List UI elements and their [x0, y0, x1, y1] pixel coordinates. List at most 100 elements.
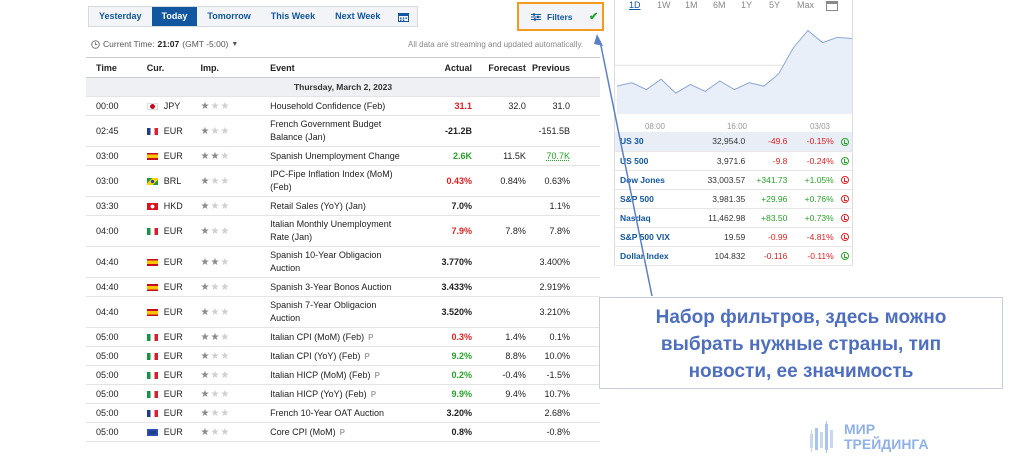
row-previous: 2.919%	[531, 277, 600, 297]
row-previous: 0.63%	[531, 165, 600, 197]
col-time[interactable]: Time	[86, 57, 137, 78]
row-previous: 3.400%	[531, 246, 600, 278]
table-row[interactable]: 03:30 HKD ★★★ Retail Sales (YoY) (Jan) 7…	[86, 196, 600, 216]
row-event[interactable]: Italian Monthly Unemployment Rate (Jan)	[260, 215, 415, 247]
row-event[interactable]: Spanish 3-Year Bonos Auction	[260, 277, 415, 297]
row-event[interactable]: Household Confidence (Feb)	[260, 96, 415, 116]
row-time: 05:00	[86, 422, 137, 442]
index-name[interactable]: Dollar Index	[614, 246, 697, 266]
index-name[interactable]: S&P 500 VIX	[614, 227, 697, 247]
index-value: 3,971.6	[696, 151, 750, 171]
index-change: +341.73	[749, 170, 792, 190]
row-event[interactable]: IPC-Fipe Inflation Index (MoM) (Feb)	[260, 165, 415, 197]
table-row[interactable]: 00:00 JPY ★★★ Household Confidence (Feb)…	[86, 96, 600, 116]
index-name[interactable]: Dow Jones	[614, 170, 697, 190]
row-forecast: -0.4%	[478, 365, 532, 385]
row-event[interactable]: Italian CPI (MoM) (Feb) P	[260, 327, 415, 347]
row-event[interactable]: French 10-Year OAT Auction	[260, 403, 415, 423]
index-row[interactable]: Nasdaq 11,462.98 +83.50 +0.73%	[614, 208, 853, 228]
table-row[interactable]: 05:00 EUR ★★★ Italian HICP (YoY) (Feb) P …	[86, 384, 600, 404]
star-icon: ★	[220, 426, 231, 438]
table-row[interactable]: 03:00 BRL ★★★ IPC-Fipe Inflation Index (…	[86, 165, 600, 197]
index-row[interactable]: US 30 32,954.0 -49.6 -0.15%	[614, 132, 853, 152]
index-change: +83.50	[749, 208, 792, 228]
col-previous[interactable]: Previous	[531, 57, 600, 78]
row-actual: 9.9%	[414, 384, 479, 404]
star-icon: ★	[210, 388, 221, 400]
star-icon: ★	[200, 388, 211, 400]
table-row[interactable]: 05:00 EUR ★★★ Italian CPI (MoM) (Feb) P 0…	[86, 327, 600, 347]
row-currency: EUR	[136, 346, 191, 366]
col-importance[interactable]: Imp.	[190, 57, 261, 78]
calendar-icon[interactable]	[390, 7, 417, 26]
row-event[interactable]: Spanish 7-Year Obligacion Auction	[260, 296, 415, 328]
tab-today[interactable]: Today	[151, 7, 198, 26]
index-name[interactable]: Nasdaq	[614, 208, 697, 228]
index-row[interactable]: Dollar Index 104.832 -0.116 -0.11%	[614, 246, 853, 266]
table-row[interactable]: 04:00 EUR ★★★ Italian Monthly Unemployme…	[86, 215, 600, 247]
row-time: 04:00	[86, 215, 137, 247]
tab-next-week[interactable]: Next Week	[335, 11, 381, 21]
row-previous: 1.1%	[531, 196, 600, 216]
index-row[interactable]: US 500 3,971.6 -9.8 -0.24%	[614, 151, 853, 171]
index-change-pct: +1.05%	[791, 170, 838, 190]
chevron-down-icon[interactable]: ▼	[231, 40, 239, 48]
market-clock-icon	[837, 170, 853, 190]
timezone[interactable]: (GMT -5:00)	[182, 39, 229, 49]
row-time: 03:00	[86, 146, 137, 166]
index-name[interactable]: US 30	[614, 132, 697, 152]
tab-tomorrow[interactable]: Tomorrow	[207, 11, 251, 21]
table-row[interactable]: 04:40 EUR ★★★ Spanish 10-Year Obligacion…	[86, 246, 600, 278]
range-6m[interactable]: 6M	[713, 0, 726, 10]
index-name[interactable]: US 500	[614, 151, 697, 171]
col-forecast[interactable]: Forecast	[478, 57, 532, 78]
table-row[interactable]: 02:45 EUR ★★★ French Government Budget B…	[86, 115, 600, 147]
row-event[interactable]: Spanish 10-Year Obligacion Auction	[260, 246, 415, 278]
current-time-label: Current Time:	[103, 39, 155, 49]
index-row[interactable]: Dow Jones 33,003.57 +341.73 +1.05%	[614, 170, 853, 190]
col-event[interactable]: Event	[260, 57, 415, 78]
col-actual[interactable]: Actual	[414, 57, 479, 78]
star-icon: ★	[200, 350, 211, 362]
range-max[interactable]: Max	[797, 0, 815, 10]
star-icon: ★	[200, 125, 211, 137]
table-row[interactable]: 05:00 EUR ★★★ Italian CPI (YoY) (Feb) P 9…	[86, 346, 600, 366]
range-5y[interactable]: 5Y	[769, 0, 781, 10]
star-icon: ★	[220, 225, 231, 237]
row-event[interactable]: Italian HICP (YoY) (Feb) P	[260, 384, 415, 404]
range-1d[interactable]: 1D	[629, 0, 641, 10]
col-currency[interactable]: Cur.	[136, 57, 191, 78]
row-event[interactable]: Spanish Unemployment Change	[260, 146, 415, 166]
logo-line-2: ТРЕЙДИНГА	[844, 436, 929, 452]
filters-button[interactable]: Filters	[519, 12, 585, 22]
row-actual: 3.20%	[414, 403, 479, 423]
table-row[interactable]: 04:40 EUR ★★★ Spanish 3-Year Bonos Aucti…	[86, 277, 600, 297]
table-row[interactable]: 05:00 EUR ★★★ Italian HICP (MoM) (Feb) P …	[86, 365, 600, 385]
range-1y[interactable]: 1Y	[741, 0, 753, 10]
index-row[interactable]: S&P 500 3,981.35 +29.96 +0.76%	[614, 189, 853, 209]
table-row[interactable]: 05:00 EUR ★★★ French 10-Year OAT Auction…	[86, 403, 600, 423]
indices-table: US 30 32,954.0 -49.6 -0.15% US 500 3,971…	[614, 132, 853, 266]
range-1m[interactable]: 1M	[685, 0, 698, 10]
row-event[interactable]: French Government Budget Balance (Jan)	[260, 115, 415, 147]
table-row[interactable]: 05:00 EUR ★★★ Core CPI (MoM) P 0.8% -0.8%	[86, 422, 600, 442]
index-row[interactable]: S&P 500 VIX 19.59 -0.99 -4.81%	[614, 227, 853, 247]
row-currency: EUR	[136, 384, 191, 404]
flag-es-icon	[146, 258, 158, 266]
row-event[interactable]: Core CPI (MoM) P	[260, 422, 415, 442]
row-importance: ★★★	[190, 296, 261, 328]
preliminary-icon: P	[368, 332, 374, 342]
range-1w[interactable]: 1W	[657, 0, 671, 10]
row-currency: JPY	[136, 96, 191, 116]
expand-icon[interactable]	[826, 1, 838, 11]
table-row[interactable]: 04:40 EUR ★★★ Spanish 7-Year Obligacion …	[86, 296, 600, 328]
tab-this-week[interactable]: This Week	[270, 11, 316, 21]
row-event[interactable]: Italian CPI (YoY) (Feb) P	[260, 346, 415, 366]
row-event[interactable]: Italian HICP (MoM) (Feb) P	[260, 365, 415, 385]
row-forecast: 7.8%	[478, 215, 532, 247]
current-time: Current Time: 21:07 (GMT -5:00) ▼	[91, 39, 238, 49]
row-event[interactable]: Retail Sales (YoY) (Jan)	[260, 196, 415, 216]
index-name[interactable]: S&P 500	[614, 189, 697, 209]
tab-yesterday[interactable]: Yesterday	[99, 11, 142, 21]
table-row[interactable]: 03:00 EUR ★★★ Spanish Unemployment Chang…	[86, 146, 600, 166]
